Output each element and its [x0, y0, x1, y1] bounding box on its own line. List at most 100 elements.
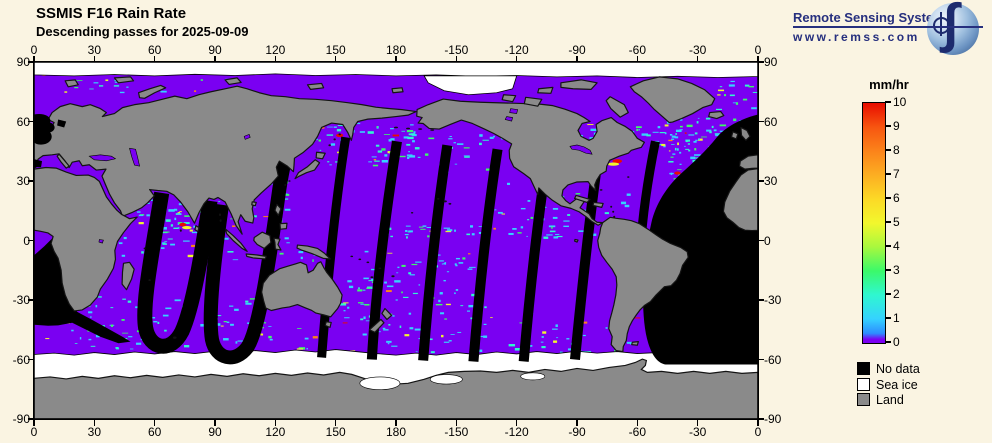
lon-tick-top: [576, 56, 578, 62]
land-hispaniola: [592, 201, 604, 208]
colorbar-tick-label: 7: [893, 167, 900, 181]
rain-speckle: [252, 215, 257, 218]
rain-speckle: [151, 199, 155, 202]
rain-speckle: [118, 242, 123, 245]
lat-label-right: 0: [764, 233, 771, 248]
rain-speckle: [477, 349, 483, 352]
land-galapagos: [573, 238, 579, 243]
rain-speckle: [497, 211, 503, 214]
rain-speckle: [407, 136, 414, 140]
rain-speckle: [546, 234, 553, 236]
rain-speckle: [527, 200, 531, 202]
rain-speckle: [711, 125, 714, 129]
rain-speckle: [407, 231, 411, 233]
rain-speckle: [375, 144, 380, 147]
rain-speckle: [668, 160, 674, 163]
rain-speckle: [414, 328, 421, 331]
rain-speckle: [552, 328, 558, 330]
rain-speckle: [284, 208, 291, 211]
rain-speckle: [470, 225, 474, 228]
colorbar: [862, 102, 886, 344]
rain-speckle: [151, 317, 156, 319]
lon-label-top: -150: [444, 43, 469, 57]
rain-speckle: [371, 156, 377, 158]
rain-speckle: [401, 264, 406, 267]
rain-speckle: [494, 209, 497, 211]
rain-speckle: [403, 136, 409, 139]
land-baffin-island: [605, 96, 629, 118]
lon-label-bottom: 0: [30, 425, 38, 439]
rain-speckle: [357, 302, 364, 304]
rain-speckle: [408, 230, 413, 233]
rain-speckle: [621, 201, 627, 205]
rain-speckle: [115, 347, 119, 349]
rain-speckle: [409, 274, 415, 276]
rain-speckle: [441, 263, 444, 265]
rain-speckle: [153, 321, 158, 323]
colorbar-tick-label: 9: [893, 119, 900, 133]
rain-speckle: [167, 238, 173, 240]
rain-speckle: [587, 124, 594, 126]
rain-speckle: [347, 280, 352, 283]
rain-speckle: [453, 142, 456, 144]
rain-speckle: [187, 254, 194, 258]
rain-speckle: [520, 207, 526, 210]
rain-speckle: [128, 336, 133, 338]
rain-speckle: [141, 251, 144, 254]
rain-speckle: [95, 334, 100, 338]
rain-speckle: [364, 250, 369, 253]
rain-speckle: [408, 155, 416, 158]
rain-speckle: [296, 348, 304, 350]
rain-speckle: [343, 302, 349, 304]
rain-speckle: [163, 231, 170, 233]
colorbar-tick: [885, 149, 891, 151]
rain-speckle: [526, 235, 528, 237]
rain-speckle: [404, 334, 410, 337]
rain-speckle: [230, 218, 235, 220]
rain-speckle: [343, 310, 346, 312]
rain-speckle: [420, 228, 426, 230]
colorbar-tick-label: 1: [893, 311, 900, 325]
rain-speckle: [670, 156, 674, 158]
rain-speckle: [165, 307, 172, 310]
rain-speckle: [448, 340, 452, 342]
rain-speckle: [217, 315, 222, 317]
rain-speckle: [715, 133, 721, 137]
rain-speckle: [389, 128, 394, 130]
rain-speckle: [567, 214, 571, 216]
rain-speckle: [410, 124, 414, 126]
land-banks-island: [501, 94, 517, 103]
lat-tick-right: [758, 120, 764, 123]
rain-speckle: [552, 216, 558, 219]
lat-tick-right: [758, 61, 764, 63]
land-south-america: [597, 216, 689, 353]
colorbar-tick-label: 6: [893, 191, 900, 205]
logo-url-link[interactable]: www.remss.com: [793, 30, 920, 44]
lon-label-top: 30: [87, 43, 101, 57]
colorbar-tick: [885, 221, 891, 223]
lat-label-left: 30: [16, 174, 30, 188]
rain-speckle: [177, 222, 183, 224]
rain-speckle: [90, 345, 96, 347]
rain-speckle: [95, 304, 98, 308]
lon-tick-bottom: [576, 419, 578, 426]
rain-speckle: [319, 149, 322, 151]
rain-speckle: [489, 136, 494, 139]
rain-speckle: [683, 145, 686, 147]
rain-speckle: [399, 325, 402, 328]
rain-speckle: [404, 233, 409, 236]
rain-speckle: [657, 143, 664, 146]
rain-speckle: [471, 293, 477, 297]
lon-tick-bottom: [334, 419, 337, 426]
rain-speckle: [168, 209, 175, 212]
rain-speckle: [283, 198, 289, 200]
rain-speckle: [418, 226, 424, 228]
rain-speckle: [64, 91, 68, 93]
rain-speckle: [411, 263, 418, 266]
lon-tick-top: [636, 56, 639, 62]
rain-speckle: [671, 144, 675, 145]
rain-speckle: [671, 138, 675, 140]
rain-speckle: [415, 351, 418, 353]
rain-speckle: [194, 90, 197, 92]
rain-speckle: [412, 292, 418, 295]
